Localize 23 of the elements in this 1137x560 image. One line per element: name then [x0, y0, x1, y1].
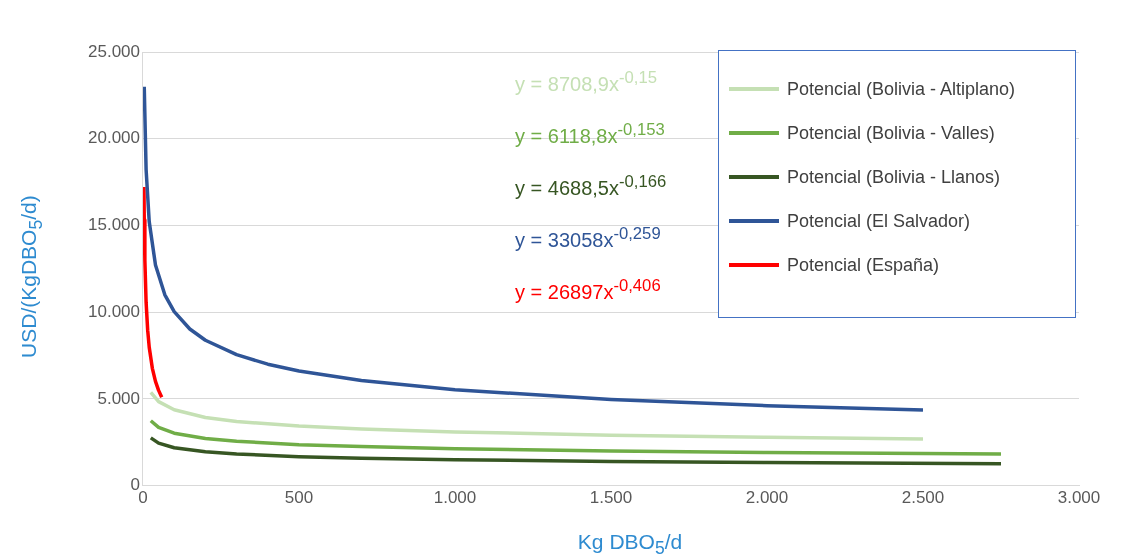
x-axis-title: Kg DBO$_{5}$/d	[576, 530, 684, 560]
y-tick-label: 25.000	[88, 41, 140, 61]
y-tick-label: 15.000	[88, 215, 140, 235]
y-tick-label: 0	[130, 475, 140, 495]
annotation: y = 8708,9x$^{-0,15}$	[515, 68, 657, 96]
legend-label: Potencial (España)	[787, 254, 940, 276]
x-tick-label: 2.000	[745, 488, 789, 508]
x-tick-label: 2.500	[901, 488, 945, 508]
x-tick-label: 500	[284, 488, 314, 508]
annotation: y = 6118,8x$^{-0,153}$	[515, 120, 665, 148]
annotation: y = 4688,5x$^{-0,166}$	[515, 172, 667, 200]
x-tick-label: 3.000	[1057, 488, 1101, 508]
y-tick-label: 10.000	[88, 301, 140, 321]
annotation: y = 26897x$^{-0,406}$	[515, 276, 661, 304]
y-tick-label: 20.000	[88, 128, 140, 148]
annotation: y = 33058x$^{-0,259}$	[515, 224, 661, 252]
legend-label: Potencial (Bolivia - Llanos)	[787, 166, 1001, 188]
x-tick-label: 1.500	[589, 488, 633, 508]
legend-label: Potencial (El Salvador)	[787, 210, 971, 232]
legend-label: Potencial (Bolivia - Altiplano)	[787, 78, 1016, 100]
y-tick-label: 5.000	[97, 388, 140, 408]
legend-label: Potencial (Bolivia - Valles)	[787, 122, 995, 144]
x-tick-label: 1.000	[433, 488, 477, 508]
